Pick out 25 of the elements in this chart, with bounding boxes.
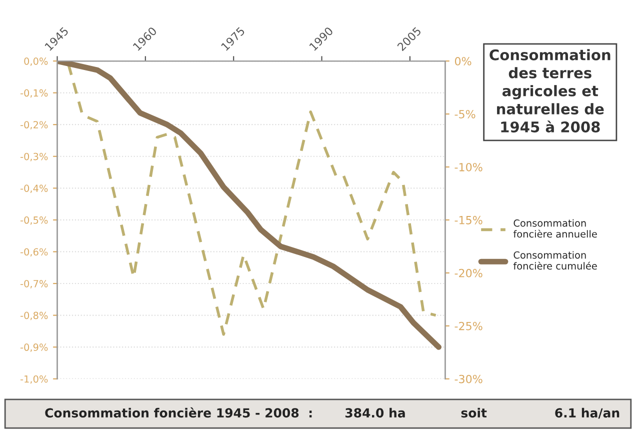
- y2-tick-label: -10%: [454, 162, 482, 172]
- y-tick-label: -0,9%: [20, 344, 48, 352]
- y-tick-label: -0,8%: [20, 312, 48, 320]
- y2-tick-label: 0%: [454, 56, 472, 66]
- y2-tick-label: -25%: [454, 322, 482, 330]
- y-tick-label: 0,0%: [24, 58, 48, 66]
- y-tick-label: -0,3%: [20, 152, 48, 162]
- y2-tick-label: -30%: [454, 374, 482, 384]
- y2-tick-label: -15%: [454, 216, 482, 224]
- legend-label: Consommation foncière cumulée: [513, 251, 597, 270]
- y-tick-label: -0,7%: [20, 280, 48, 288]
- y-tick-label: -0,2%: [20, 121, 48, 130]
- y-tick-label: -0,1%: [20, 89, 48, 98]
- y-tick-label: -0,5%: [20, 216, 48, 225]
- text: 384.0 ha: [345, 408, 405, 418]
- text: Consommation des terres agricoles et naturelles de 1945 à 2008: [490, 49, 610, 132]
- text: Consommation foncière 1945 - 2008 :: [45, 407, 312, 418]
- y2-tick-label: -5%: [454, 110, 476, 118]
- y-tick-label: -1,0%: [20, 375, 48, 384]
- legend-label: Consommation foncière annuelle: [513, 219, 597, 238]
- y-tick-label: -0,4%: [20, 184, 48, 193]
- y2-tick-label: -20%: [454, 268, 482, 278]
- y-tick-label: -0,6%: [20, 248, 48, 257]
- text: 6.1 ha/an: [555, 408, 620, 419]
- text: soit: [461, 408, 487, 418]
